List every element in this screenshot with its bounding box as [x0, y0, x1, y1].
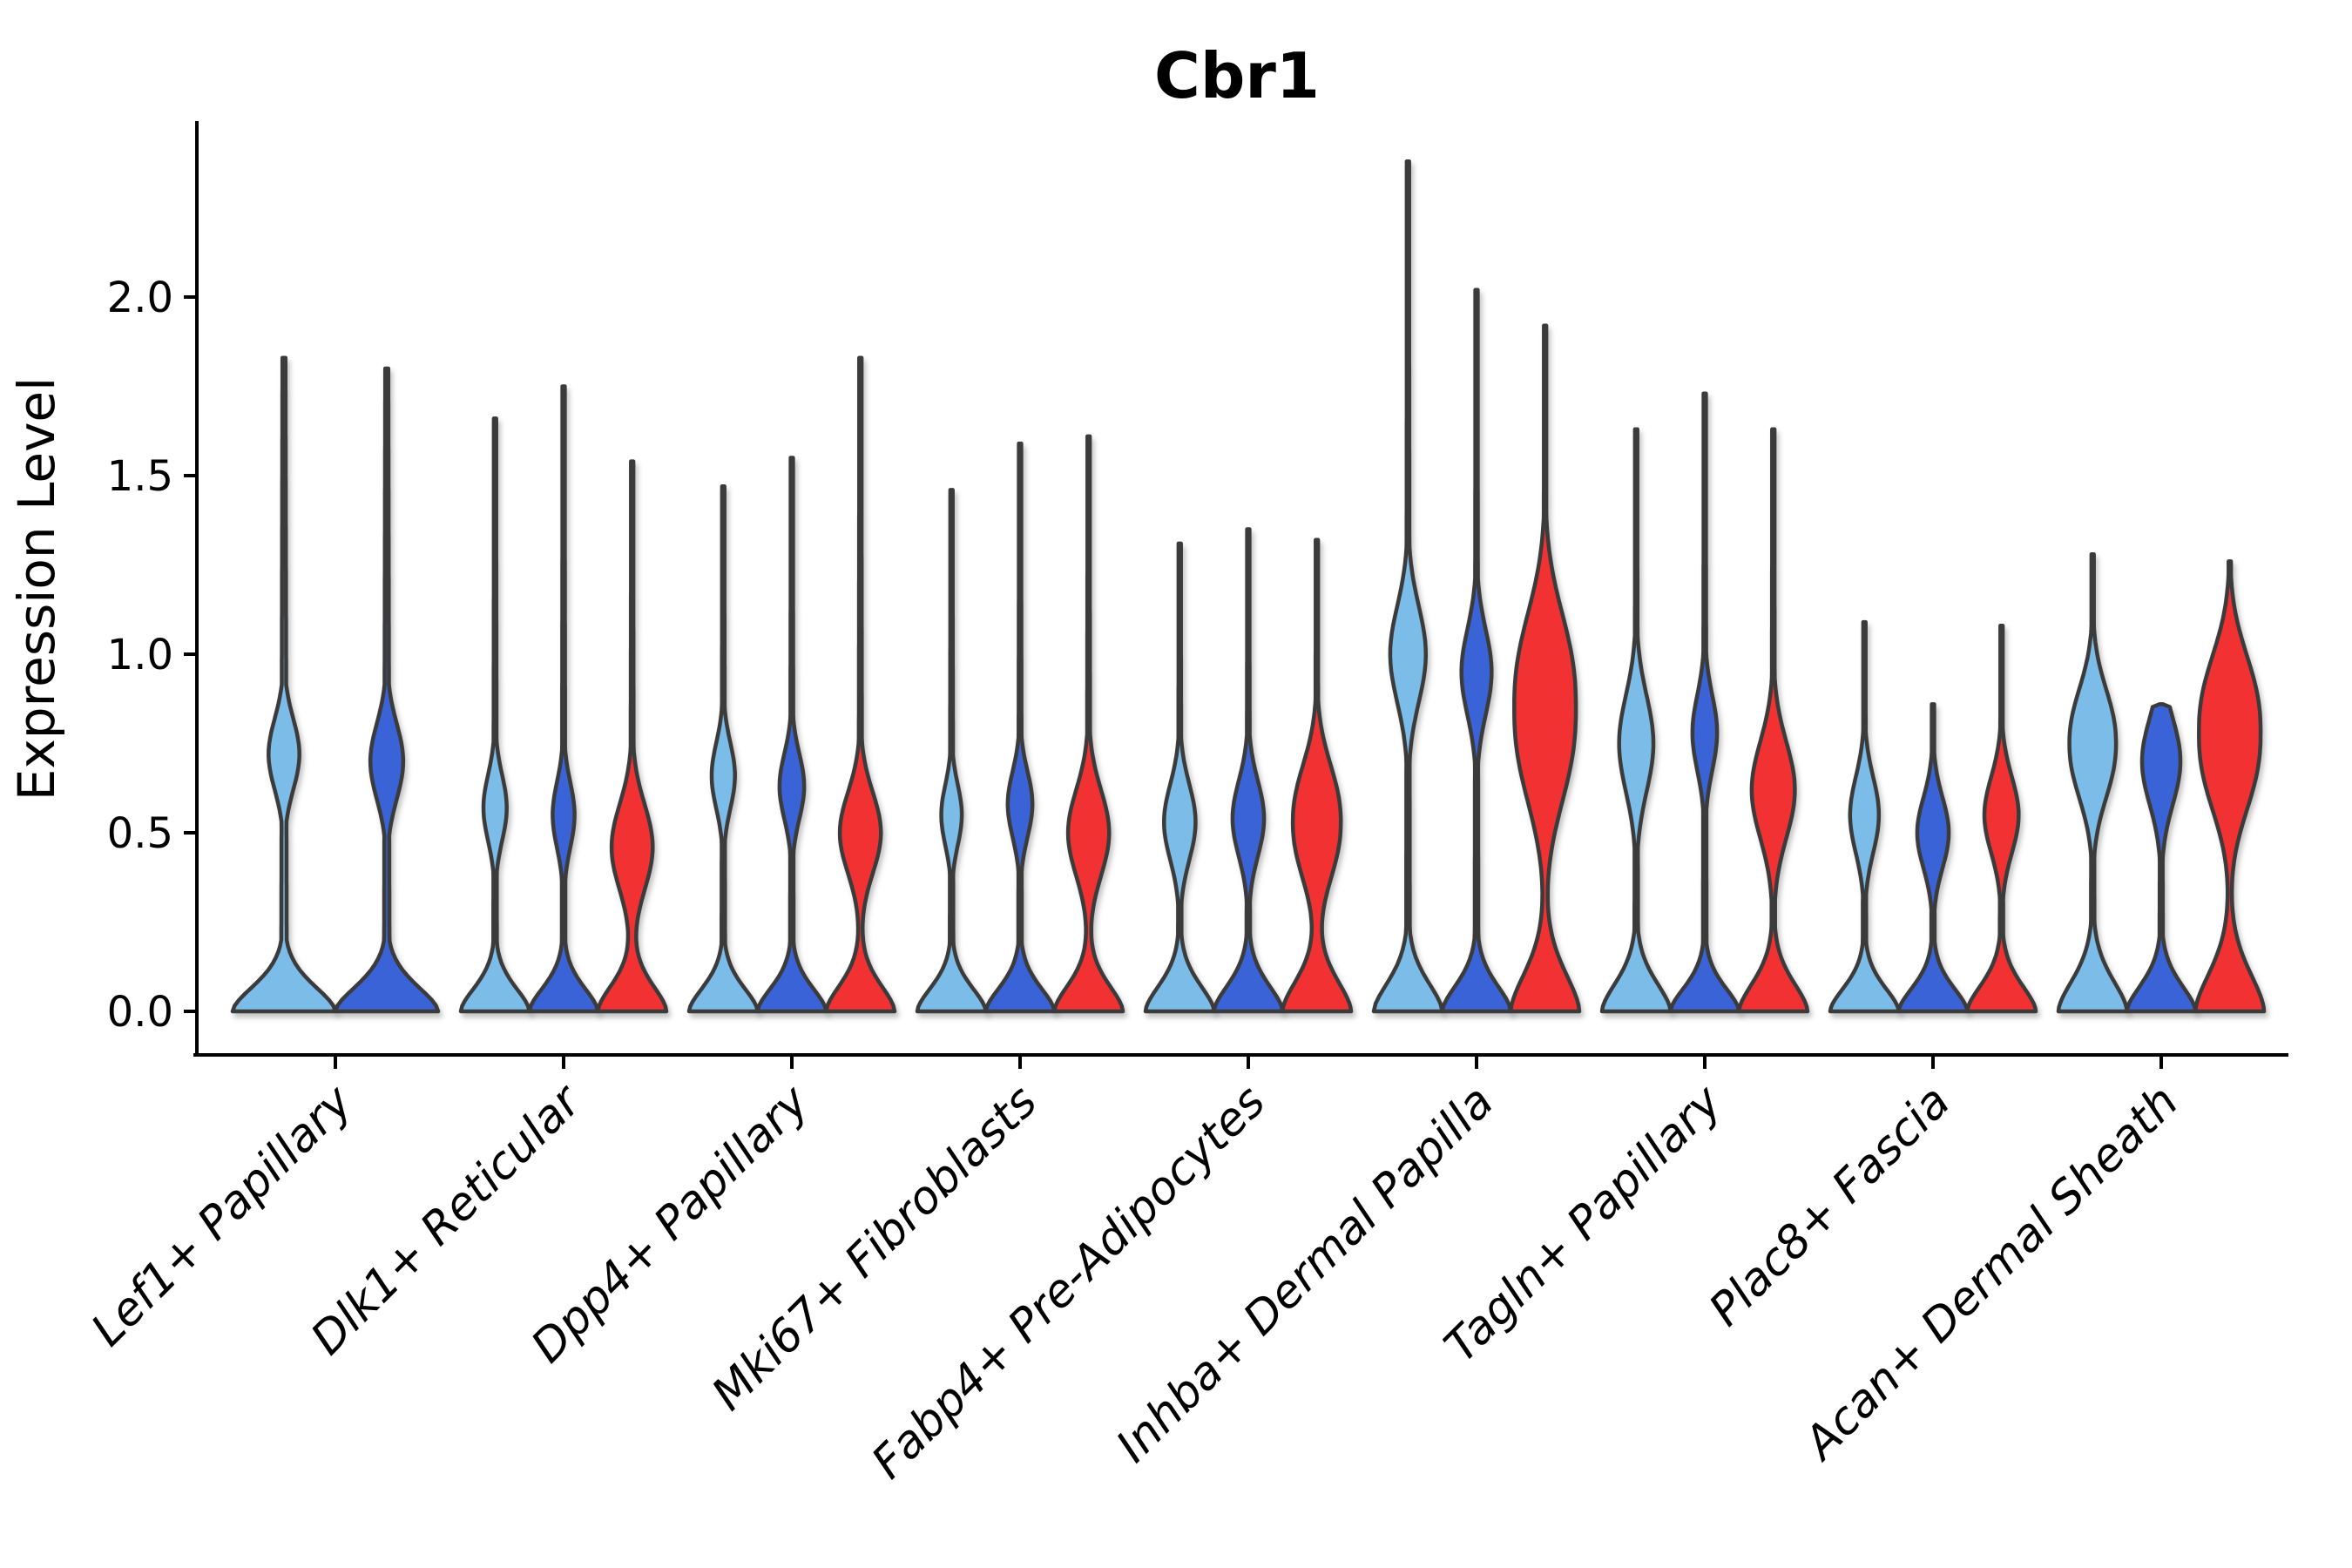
- violin-tagln-1: [1668, 391, 1741, 1014]
- chart-title: Cbr1: [1154, 39, 1320, 112]
- violin-tagln-2: [1737, 427, 1810, 1014]
- y-tick-label: 1.0: [107, 631, 173, 679]
- violin-dlk1-0: [458, 416, 531, 1014]
- violin-dlk1-1: [527, 384, 600, 1014]
- axes-layer: [193, 121, 2288, 1057]
- violin-plac8-2: [1965, 623, 2038, 1014]
- violin-inhba-2: [1509, 323, 1582, 1014]
- violin-mki67-0: [915, 488, 988, 1014]
- y-tick-label: 0.5: [107, 809, 173, 858]
- violin-mki67-2: [1052, 434, 1125, 1014]
- y-tick-label: 0.0: [107, 988, 173, 1037]
- violin-dpp4-0: [686, 484, 760, 1014]
- violin-tagln-0: [1599, 427, 1673, 1014]
- violin-acan-2: [2193, 559, 2267, 1014]
- violin-plac8-0: [1828, 619, 1901, 1014]
- y-ticks-layer: 0.0 0.5 1.0 1.5 2.0: [107, 274, 197, 1037]
- violin-inhba-1: [1440, 287, 1513, 1014]
- violin-fabp4-1: [1212, 527, 1285, 1014]
- violin-mki67-1: [983, 441, 1057, 1014]
- y-tick-label: 1.5: [107, 452, 173, 501]
- violin-acan-1: [2125, 702, 2198, 1014]
- violin-fabp4-0: [1143, 541, 1216, 1014]
- y-tick-label: 2.0: [107, 274, 173, 322]
- violin-lef1-1: [333, 366, 441, 1014]
- violin-plac8-1: [1896, 702, 1970, 1014]
- violin-acan-0: [2056, 551, 2129, 1014]
- violin-dpp4-1: [755, 456, 828, 1014]
- violin-dlk1-2: [596, 459, 669, 1014]
- violin-fabp4-2: [1281, 537, 1354, 1014]
- violin-lef1-0: [230, 355, 338, 1014]
- violin-inhba-0: [1371, 159, 1444, 1014]
- violin-dpp4-2: [824, 355, 897, 1014]
- violins-layer: [230, 159, 2267, 1014]
- y-axis-label: Expression Level: [7, 377, 66, 801]
